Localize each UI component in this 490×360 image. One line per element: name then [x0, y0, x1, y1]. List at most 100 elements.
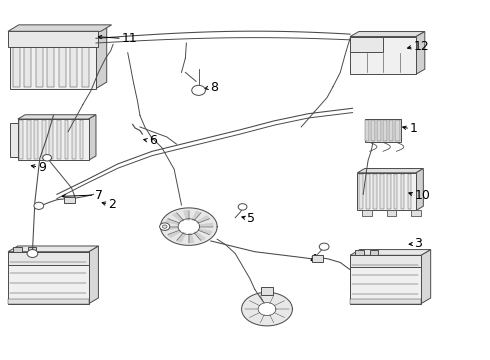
Bar: [350, 255, 421, 267]
Bar: [10, 33, 96, 89]
Bar: [411, 211, 421, 216]
Polygon shape: [197, 216, 210, 223]
Bar: [8, 298, 89, 304]
Text: 7: 7: [95, 189, 102, 202]
Bar: [350, 299, 421, 304]
Bar: [401, 174, 404, 210]
Polygon shape: [416, 168, 423, 211]
Polygon shape: [18, 115, 96, 119]
Polygon shape: [350, 249, 431, 255]
Polygon shape: [357, 168, 423, 173]
Polygon shape: [166, 219, 179, 224]
Polygon shape: [177, 233, 186, 242]
Text: 2: 2: [108, 198, 116, 211]
Bar: [362, 211, 372, 216]
Bar: [71, 35, 77, 87]
Circle shape: [319, 243, 329, 250]
Text: 6: 6: [149, 134, 157, 147]
Text: 9: 9: [38, 161, 46, 174]
Polygon shape: [8, 25, 112, 31]
Polygon shape: [10, 27, 107, 33]
Bar: [350, 255, 421, 304]
Bar: [395, 120, 399, 141]
Bar: [359, 174, 363, 210]
Bar: [408, 174, 412, 210]
Polygon shape: [242, 292, 293, 326]
Text: 5: 5: [247, 212, 255, 225]
Bar: [13, 247, 22, 252]
Text: 8: 8: [210, 81, 218, 94]
Polygon shape: [350, 32, 425, 37]
Bar: [313, 255, 323, 262]
Bar: [371, 120, 375, 141]
Bar: [365, 119, 401, 142]
Bar: [357, 173, 416, 211]
Bar: [48, 35, 54, 87]
Circle shape: [238, 204, 247, 210]
Polygon shape: [192, 211, 201, 220]
Polygon shape: [8, 246, 98, 252]
Polygon shape: [258, 302, 276, 316]
Bar: [72, 120, 76, 159]
Text: 4: 4: [310, 253, 318, 266]
Polygon shape: [172, 213, 183, 221]
Polygon shape: [198, 229, 212, 235]
Bar: [366, 174, 369, 210]
Bar: [387, 211, 396, 216]
Polygon shape: [165, 226, 178, 230]
Bar: [49, 120, 53, 159]
Bar: [18, 119, 89, 160]
Bar: [34, 120, 38, 159]
Polygon shape: [178, 219, 199, 234]
Bar: [42, 120, 46, 159]
Polygon shape: [96, 27, 107, 89]
Polygon shape: [89, 246, 98, 304]
Bar: [365, 120, 369, 141]
Bar: [8, 252, 89, 304]
Polygon shape: [199, 223, 213, 226]
Circle shape: [34, 202, 44, 210]
Text: 3: 3: [415, 237, 422, 250]
Bar: [355, 250, 364, 255]
Bar: [59, 35, 66, 87]
Bar: [350, 37, 383, 51]
Bar: [65, 120, 68, 159]
Polygon shape: [184, 211, 189, 220]
Bar: [377, 120, 381, 141]
Circle shape: [27, 249, 38, 257]
Polygon shape: [89, 115, 96, 160]
Bar: [57, 120, 61, 159]
Bar: [64, 197, 75, 203]
Bar: [261, 287, 273, 295]
Bar: [13, 35, 20, 87]
Bar: [24, 35, 31, 87]
Circle shape: [160, 223, 170, 230]
Bar: [10, 123, 18, 157]
Bar: [19, 120, 23, 159]
Bar: [380, 174, 384, 210]
Bar: [82, 35, 89, 87]
Polygon shape: [189, 234, 194, 243]
Polygon shape: [421, 249, 431, 304]
Bar: [387, 174, 391, 210]
Bar: [350, 37, 416, 74]
Bar: [369, 250, 378, 255]
Circle shape: [192, 85, 205, 95]
Text: 12: 12: [414, 40, 429, 53]
Polygon shape: [194, 232, 205, 240]
Bar: [383, 120, 387, 141]
Bar: [389, 120, 393, 141]
Bar: [80, 120, 83, 159]
Polygon shape: [161, 208, 217, 245]
Bar: [36, 35, 43, 87]
Bar: [8, 31, 98, 47]
Bar: [393, 174, 397, 210]
Bar: [8, 252, 89, 265]
Circle shape: [43, 154, 51, 161]
Circle shape: [163, 225, 167, 228]
Polygon shape: [168, 230, 181, 237]
Text: 1: 1: [410, 122, 418, 135]
Polygon shape: [416, 32, 425, 74]
Bar: [27, 120, 30, 159]
Text: 11: 11: [122, 32, 138, 45]
